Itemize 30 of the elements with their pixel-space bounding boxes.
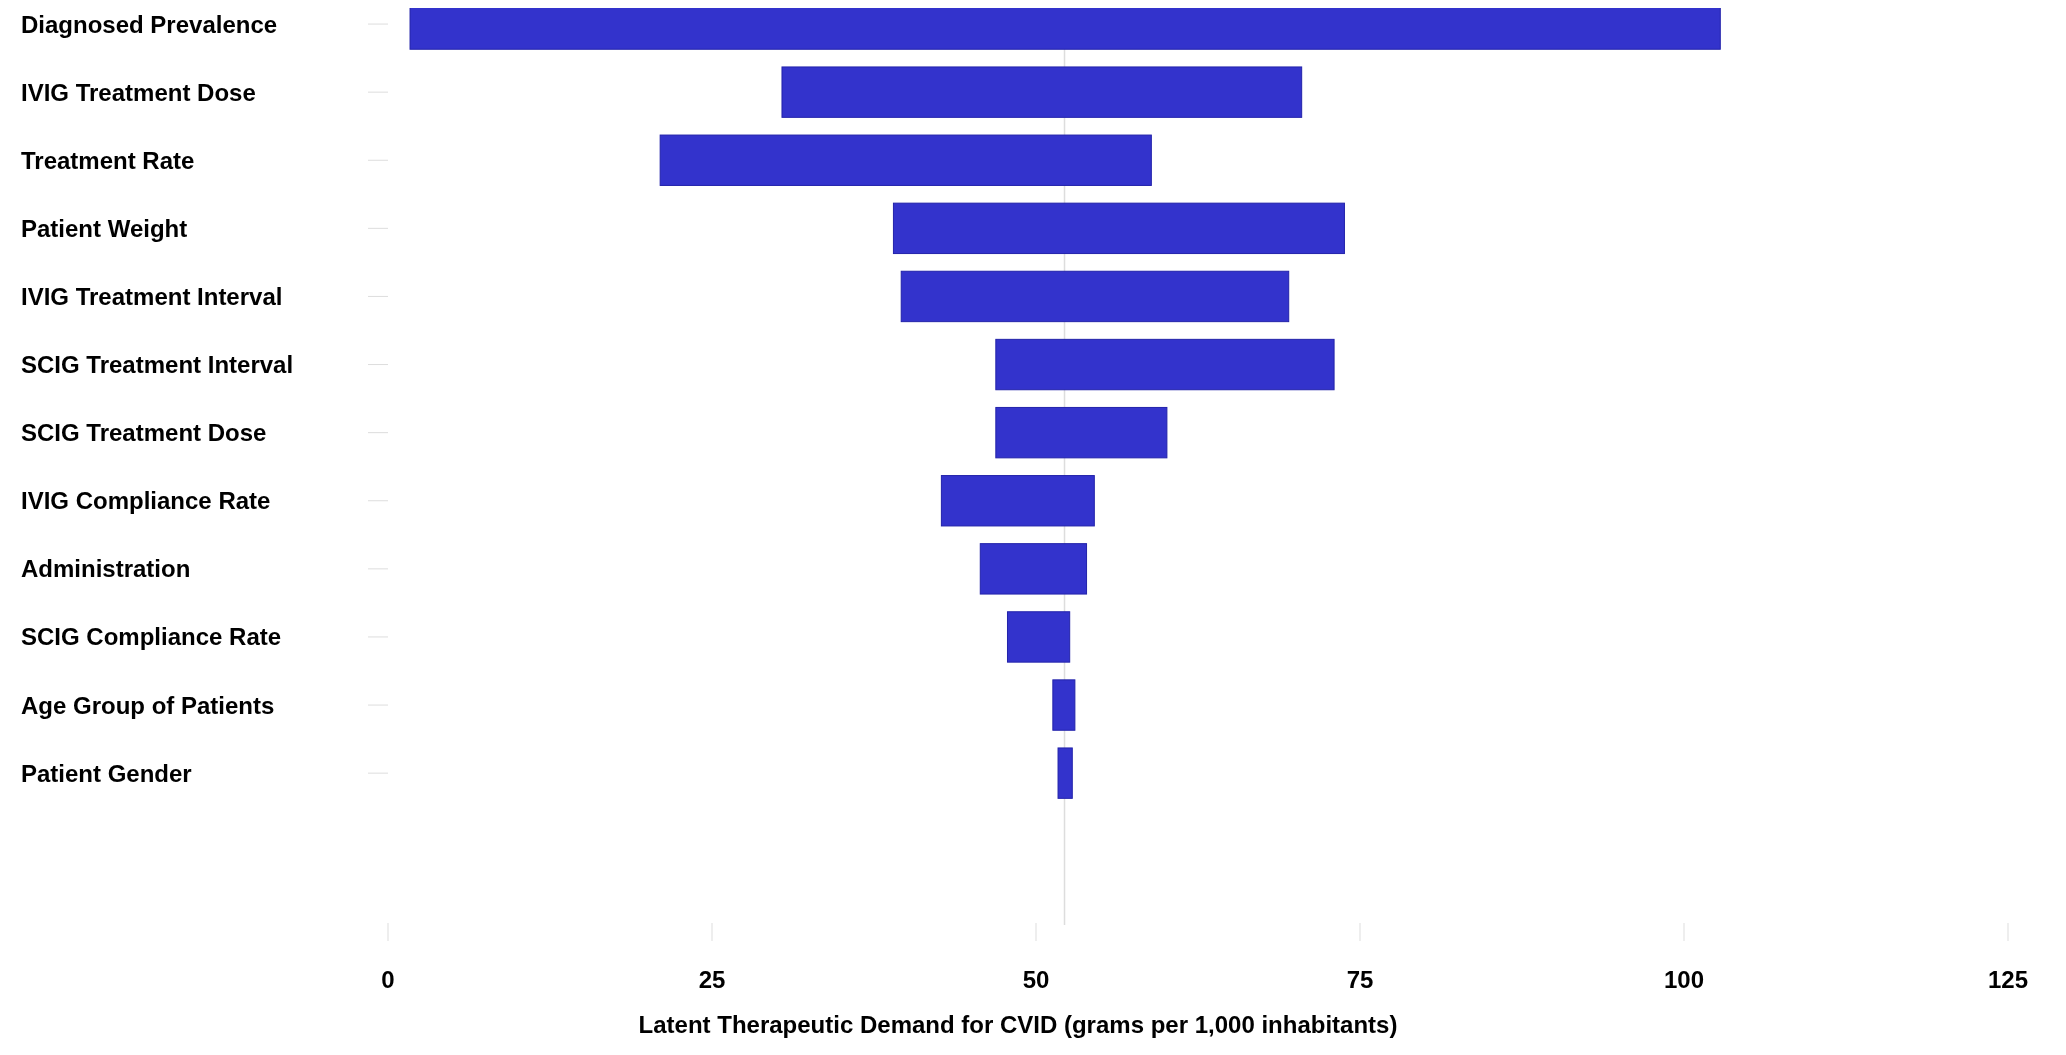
bar [979, 543, 1088, 595]
bar [995, 406, 1168, 459]
y-tick-label: IVIG Treatment Interval [21, 282, 283, 310]
y-tick-label: SCIG Compliance Rate [21, 623, 282, 651]
y-tick-label: Age Group of Patients [21, 691, 275, 719]
x-tick-label: 25 [698, 966, 726, 993]
y-tick-label: Treatment Rate [21, 146, 195, 174]
bar [1057, 747, 1073, 799]
y-tick-label: SCIG Treatment Dose [21, 419, 267, 447]
y-tick-label: Administration [21, 555, 191, 583]
y-tick-label: Diagnosed Prevalence [21, 10, 278, 38]
x-tick-label: 125 [1987, 966, 2029, 993]
y-tick-label: SCIG Treatment Interval [21, 351, 294, 379]
x-tick-label: 50 [1022, 966, 1050, 993]
y-tick-label: Patient Gender [21, 759, 192, 787]
y-tick-label: Patient Weight [21, 214, 188, 242]
x-tick-label: 100 [1663, 966, 1705, 993]
bar [892, 202, 1345, 255]
bar [1006, 611, 1071, 663]
x-axis-title: Latent Therapeutic Demand for CVID (grams per 1,000 inhabitants) [638, 1011, 1398, 1038]
y-tick-label: IVIG Treatment Dose [21, 78, 256, 106]
bar [900, 270, 1290, 323]
bar [781, 66, 1303, 118]
bar [940, 475, 1095, 527]
x-tick-label: 75 [1346, 966, 1374, 993]
x-tick-label: 0 [381, 966, 395, 993]
bar [659, 134, 1152, 186]
y-tick-label: IVIG Compliance Rate [21, 487, 271, 515]
bar [995, 338, 1335, 391]
bar [1052, 679, 1076, 731]
